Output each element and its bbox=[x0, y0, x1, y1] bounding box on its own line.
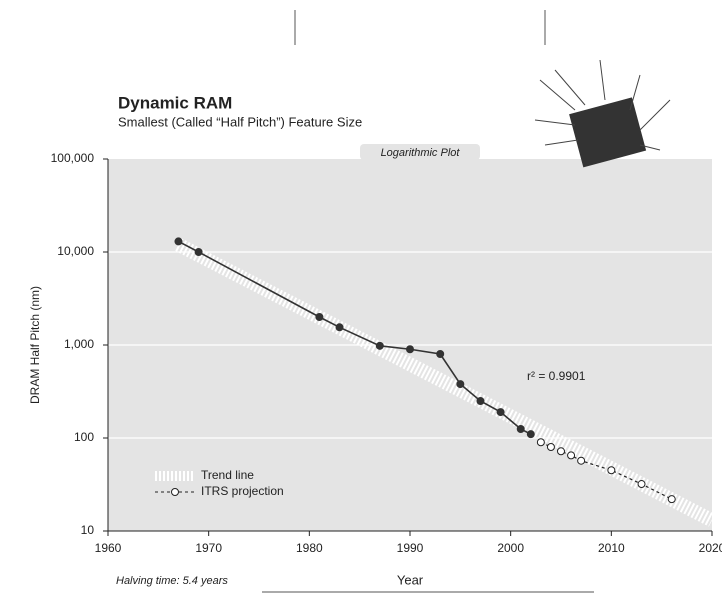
x-axis-label: Year bbox=[397, 572, 424, 587]
y-tick-label: 100,000 bbox=[51, 151, 95, 165]
chart-subtitle: Smallest (Called “Half Pitch”) Feature S… bbox=[118, 114, 362, 129]
trend-line bbox=[175, 238, 716, 527]
data-point bbox=[476, 396, 485, 405]
plot-label: Logarithmic Plot bbox=[381, 147, 461, 159]
data-point bbox=[174, 237, 183, 246]
projection-point bbox=[637, 480, 646, 489]
y-axis-label: DRAM Half Pitch (nm) bbox=[28, 286, 42, 404]
history-line bbox=[178, 240, 532, 435]
x-tick-label: 1990 bbox=[397, 541, 424, 555]
data-point bbox=[194, 248, 203, 256]
data-point bbox=[436, 350, 445, 359]
data-point bbox=[335, 323, 344, 332]
annotation: r² = 0.9901 bbox=[527, 369, 586, 383]
y-tick-label: 10,000 bbox=[57, 244, 94, 258]
chart-title: Dynamic RAM bbox=[118, 93, 232, 112]
data-point bbox=[516, 424, 525, 433]
data-point bbox=[456, 380, 465, 389]
data-point bbox=[315, 313, 324, 322]
projection-point bbox=[567, 451, 576, 460]
x-tick-label: 2010 bbox=[598, 541, 625, 555]
y-tick-label: 1,000 bbox=[64, 337, 94, 351]
legend-label: Trend line bbox=[201, 468, 254, 482]
data-point bbox=[496, 408, 505, 417]
projection-point bbox=[577, 456, 586, 465]
projection-point bbox=[607, 466, 616, 475]
x-tick-label: 1980 bbox=[296, 541, 323, 555]
projection-point bbox=[557, 447, 565, 456]
x-tick-label: 2000 bbox=[497, 541, 524, 555]
projection-point bbox=[546, 443, 555, 452]
footnote: Halving time: 5.4 years bbox=[116, 575, 228, 587]
chip-illustration bbox=[534, 59, 671, 168]
projection-point bbox=[536, 438, 545, 447]
plot-label-tab bbox=[360, 144, 480, 160]
data-point bbox=[375, 341, 384, 350]
legend-swatch bbox=[171, 488, 179, 496]
y-tick-label: 100 bbox=[74, 430, 94, 444]
x-tick-label: 1970 bbox=[195, 541, 222, 555]
x-tick-label: 1960 bbox=[95, 541, 122, 555]
projection-point bbox=[667, 495, 676, 504]
y-tick-label: 10 bbox=[81, 523, 95, 537]
x-tick-label: 2020 bbox=[699, 541, 722, 555]
legend-label: ITRS projection bbox=[201, 484, 284, 498]
data-point bbox=[406, 345, 414, 354]
data-point bbox=[526, 430, 535, 439]
